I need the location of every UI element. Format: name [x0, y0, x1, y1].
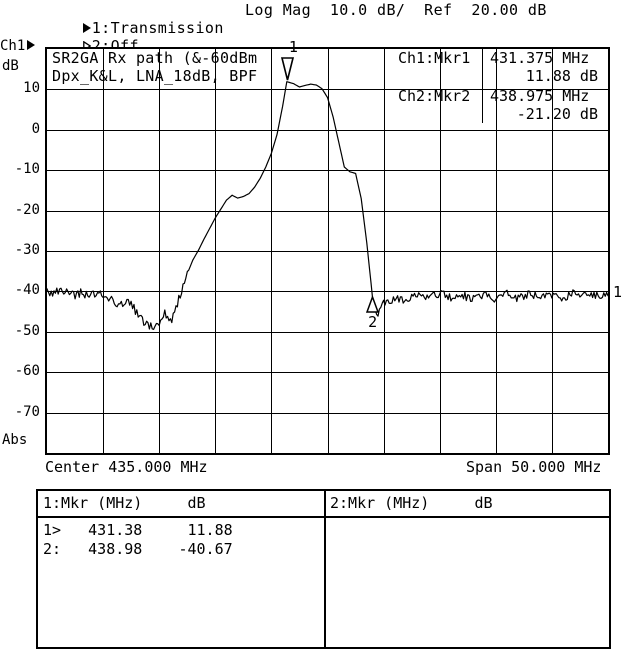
- marker-table-row[interactable]: 1> 431.38 11.88: [43, 521, 233, 539]
- right-edge-channel-indicator: 1: [613, 283, 623, 301]
- grid-lines: [47, 49, 608, 453]
- marker-readout-amplitude: 11.88 dB: [525, 67, 598, 85]
- yaxis-scale-mode-label: Abs: [2, 432, 28, 448]
- table-right-header-rule: [326, 516, 611, 518]
- marker-readout-box[interactable]: Ch1:Mkr1 431.375 MHz 11.88 dB Ch2:Mkr2 438.9…: [392, 47, 610, 123]
- yaxis-tick-neg40: -40: [14, 282, 40, 299]
- marker-readout-amplitude: -21.20 dB: [516, 105, 598, 123]
- status-header: 1:Transmission 2:Off Log Mag 10.0 dB/ Re…: [0, 0, 640, 55]
- yaxis-tick-neg50: -50: [14, 322, 40, 339]
- marker-readout-row[interactable]: Ch2:Mkr2 438.975 MHz -21.20 dB: [392, 85, 610, 123]
- span-label[interactable]: Span 50.000 MHz: [466, 458, 602, 476]
- yaxis-tick-neg70: -70: [14, 403, 40, 420]
- marker-readout-frequency: 438.975 MHz: [490, 87, 590, 105]
- channel1-active-marker-icon: [82, 22, 91, 33]
- center-frequency-label[interactable]: Center 435.000 MHz: [45, 458, 208, 476]
- yaxis-tick-0: 0: [31, 120, 40, 137]
- yaxis-tick-10: 10: [23, 80, 40, 97]
- marker-readout-row[interactable]: Ch1:Mkr1 431.375 MHz 11.88 dB: [392, 47, 610, 85]
- marker-table-row[interactable]: 2: 438.98 -40.67: [43, 540, 233, 558]
- yaxis-tick-neg10: -10: [14, 161, 40, 178]
- marker-table-2-header: 2:Mkr (MHz) dB: [330, 494, 493, 512]
- yaxis-tick-neg20: -20: [14, 201, 40, 218]
- marker-table-1-header: 1:Mkr (MHz) dB: [43, 494, 206, 512]
- graph-marker-2-icon[interactable]: [365, 294, 380, 318]
- channel1-prefix: 1:: [91, 19, 111, 37]
- yaxis-reference-pointer-icon: [27, 40, 36, 50]
- channel1-label: Transmission: [110, 19, 224, 37]
- trace-ch1: [47, 81, 608, 330]
- plot-title-line2: Dpx_K&L, LNA_18dB, BPF: [52, 67, 258, 85]
- graph-marker-1-icon[interactable]: [279, 56, 296, 86]
- yaxis-tick-neg30: -30: [14, 242, 40, 258]
- marker-tables: 1:Mkr (MHz) dB 2:Mkr (MHz) dB 1> 431.38 …: [36, 489, 611, 649]
- table-left-header-rule: [38, 516, 324, 518]
- yaxis-channel-tag: Ch1: [0, 38, 36, 54]
- marker-readout-divider: [482, 47, 483, 123]
- marker-readout-frequency: 431.375 MHz: [490, 49, 590, 67]
- yaxis-tick-neg60: -60: [14, 363, 40, 380]
- trace-graticule[interactable]: [45, 47, 610, 455]
- table-divider: [324, 491, 326, 647]
- format-scale-reference[interactable]: Log Mag 10.0 dB/ Ref 20.00 dB: [245, 1, 547, 19]
- graph-marker-1-label: 1: [288, 37, 298, 56]
- plot-title-line1: SR2GA Rx path (&-60dBm: [52, 49, 258, 67]
- marker-readout-channel: Ch2:Mkr2: [398, 87, 471, 105]
- graph-marker-2-label: 2: [368, 313, 378, 332]
- marker-readout-channel: Ch1:Mkr1: [398, 49, 471, 67]
- channel1-status[interactable]: 1:Transmission: [45, 1, 224, 55]
- yaxis-unit-label: dB: [2, 58, 19, 74]
